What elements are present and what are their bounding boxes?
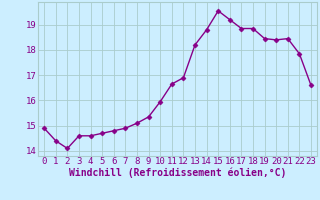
X-axis label: Windchill (Refroidissement éolien,°C): Windchill (Refroidissement éolien,°C) bbox=[69, 168, 286, 178]
